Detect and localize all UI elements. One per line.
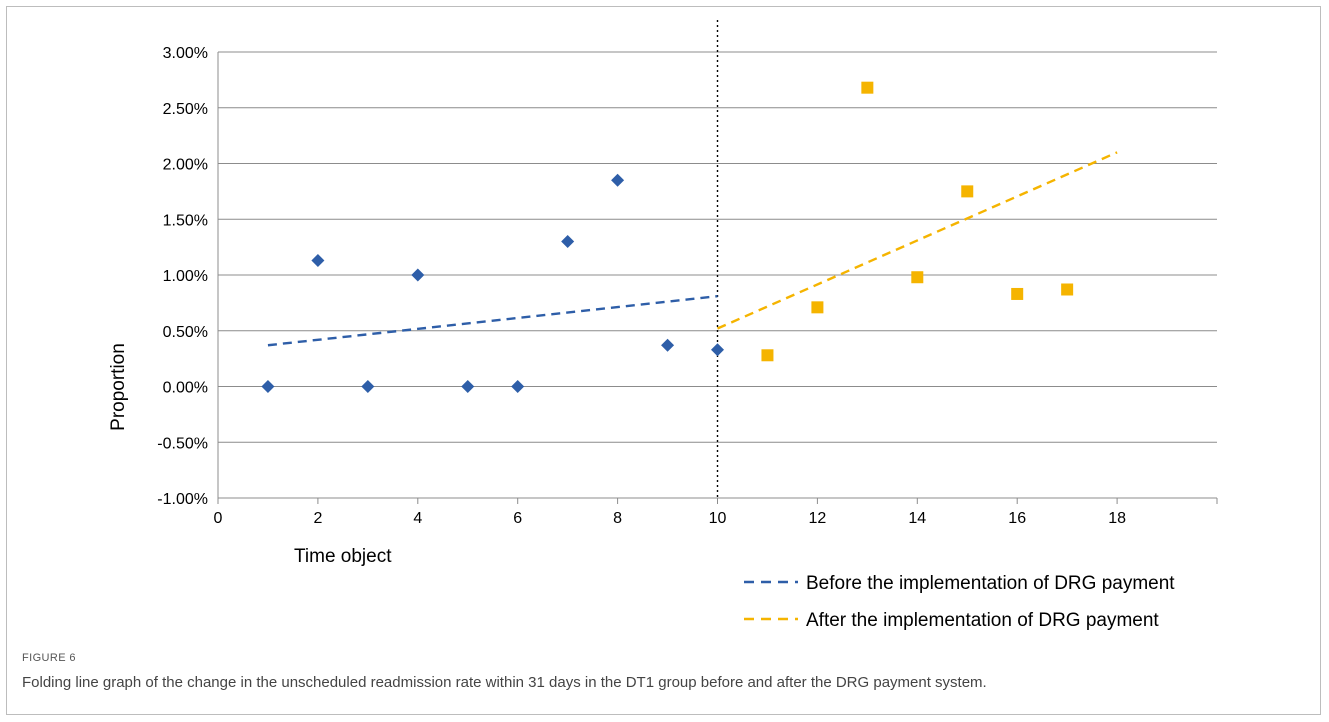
- x-tick-label: 0: [214, 510, 223, 527]
- y-tick-label: 0.50%: [163, 324, 208, 341]
- data-point-diamond: [661, 338, 675, 352]
- trendline-before: [267, 294, 718, 347]
- data-point-diamond: [711, 343, 724, 357]
- x-tick-label: 14: [908, 510, 926, 527]
- y-tick-label: 2.00%: [163, 157, 208, 174]
- legend-label: Before the implementation of DRG payment: [806, 573, 1175, 594]
- data-point-square: [811, 301, 824, 314]
- figure-caption: Folding line graph of the change in the …: [22, 674, 987, 691]
- x-tick-label: 2: [313, 510, 322, 527]
- data-point-square: [961, 185, 974, 198]
- x-tick-label: 18: [1108, 510, 1126, 527]
- data-point-square: [1011, 287, 1024, 300]
- y-tick-labels: -1.00% -0.50% 0.00% 0.50% 1.00% 1.50% 2.00% 2.5…: [157, 45, 208, 508]
- data-point-diamond: [311, 254, 325, 268]
- figure-frame: [6, 6, 1321, 715]
- legend: Before the implementation of DRG payment…: [744, 573, 1175, 631]
- axes: [217, 52, 1218, 504]
- data-point-square: [1061, 283, 1074, 296]
- data-point-diamond: [411, 268, 425, 282]
- data-point-square: [861, 81, 874, 94]
- data-point-diamond: [611, 173, 625, 187]
- x-tick-label: 10: [709, 510, 727, 527]
- legend-label: After the implementation of DRG payment: [806, 610, 1159, 631]
- y-tick-label: -1.00%: [157, 491, 208, 508]
- trendline-after: [717, 151, 1118, 330]
- y-axis-label: Proportion: [108, 343, 129, 431]
- x-axis-label: Time object: [294, 546, 392, 567]
- y-tick-label: 3.00%: [163, 45, 208, 62]
- data-point-diamond: [511, 380, 525, 393]
- x-tick-label: 16: [1008, 510, 1026, 527]
- x-tick-labels: 0 2 4 6 8 10 12 14 16 18: [214, 510, 1127, 527]
- data-point-diamond: [461, 380, 475, 393]
- scatter-chart: -1.00% -0.50% 0.00% 0.50% 1.00% 1.50% 2.00% 2.5…: [108, 20, 1218, 631]
- x-tick-label: 12: [809, 510, 827, 527]
- x-tick-label: 6: [513, 510, 522, 527]
- figure-label: FIGURE 6: [22, 652, 76, 664]
- y-tick-label: 0.00%: [163, 380, 208, 397]
- y-tick-label: 2.50%: [163, 101, 208, 118]
- data-points: [261, 81, 1074, 393]
- y-tick-label: -0.50%: [157, 435, 208, 452]
- data-point-diamond: [361, 380, 375, 393]
- data-point-diamond: [261, 380, 275, 393]
- data-point-square: [911, 271, 924, 284]
- trendlines: [267, 151, 1118, 347]
- x-tick-label: 8: [613, 510, 622, 527]
- y-tick-label: 1.00%: [163, 268, 208, 285]
- data-point-diamond: [561, 235, 575, 249]
- x-tick-label: 4: [413, 510, 422, 527]
- data-point-square: [761, 349, 774, 362]
- y-tick-label: 1.50%: [163, 212, 208, 229]
